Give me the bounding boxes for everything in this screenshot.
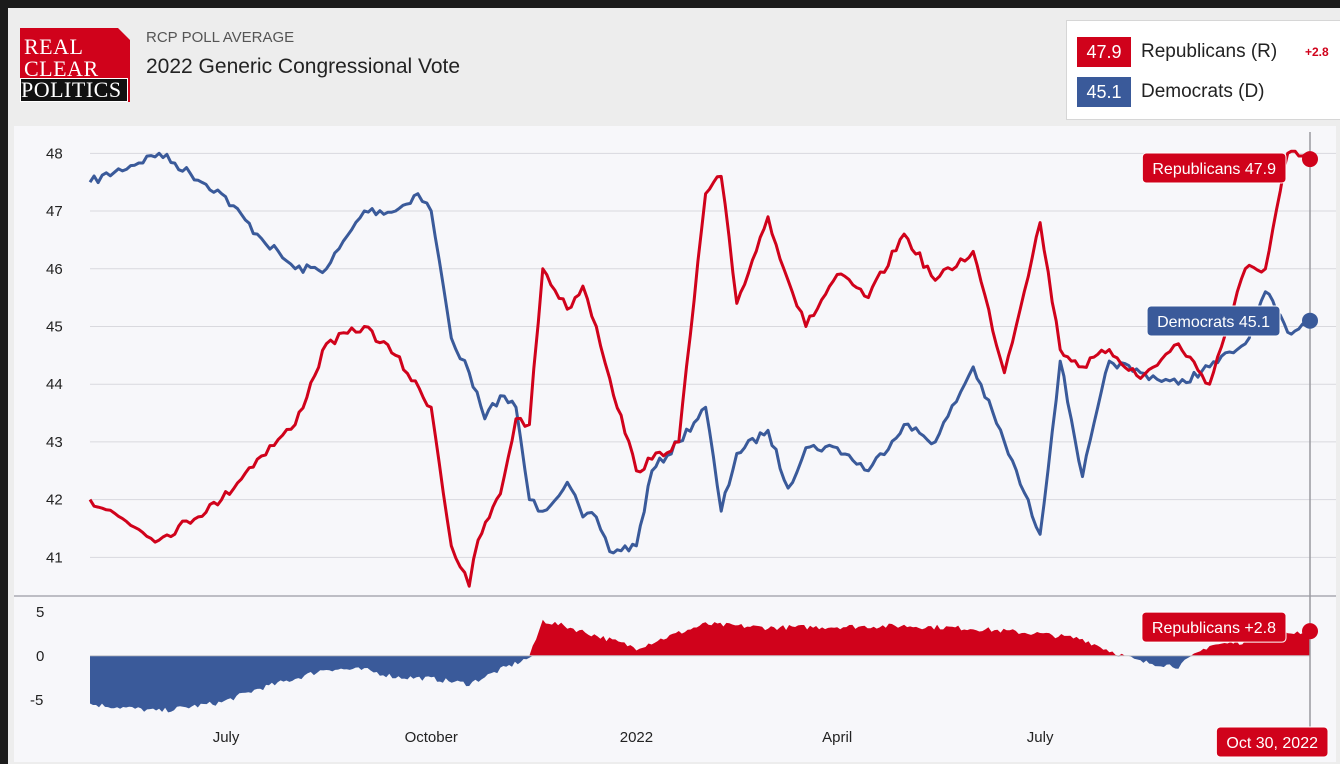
spread-area-republicans — [90, 619, 1310, 656]
y-tick-label: 48 — [46, 145, 63, 162]
logo-line-1: REAL — [24, 34, 84, 59]
date-callout: Oct 30, 2022 — [1215, 726, 1329, 758]
legend-dem-name: Democrats (D) — [1141, 81, 1265, 102]
date-callout-text: Oct 30, 2022 — [1226, 735, 1318, 752]
x-tick-label: July — [213, 729, 240, 746]
democrats-end-dot — [1302, 312, 1318, 329]
rcp-logo[interactable]: REAL CLEAR POLITICS — [20, 28, 130, 102]
legend-rep-change: +2.8 — [1305, 45, 1329, 59]
x-tick-label: 2022 — [620, 729, 653, 746]
chart-kicker: RCP POLL AVERAGE — [146, 29, 295, 46]
y-tick-label: 46 — [46, 261, 63, 278]
republicans-callout-box — [1141, 152, 1287, 184]
republicans-end-dot — [1302, 151, 1318, 168]
republicans-callout: Republicans 47.9 — [1141, 152, 1287, 184]
plot-area[interactable]: 48 47 46 45 44 43 42 41 5 0 -5 July October 2022 April… — [14, 126, 1336, 762]
legend: 47.9 Republicans (R) +2.8 45.1 Democrats… — [1066, 20, 1340, 120]
democrats-callout-text: Democrats 45.1 — [1157, 314, 1270, 331]
republicans-line — [88, 149, 1312, 588]
logo-line-2: CLEAR — [24, 56, 99, 81]
y-tick-label: 45 — [46, 318, 63, 335]
legend-rep-value: 47.9 — [1077, 37, 1131, 67]
y-tick-label: 44 — [46, 376, 63, 393]
spread-callout-box — [1141, 611, 1287, 643]
spread-tick-label: 0 — [36, 648, 44, 665]
date-callout-box — [1215, 726, 1329, 758]
democrats-line — [88, 151, 1312, 555]
chart-frame: REAL CLEAR POLITICS RCP POLL AVERAGE 202… — [8, 8, 1340, 764]
spread-end-dot — [1302, 623, 1318, 640]
legend-rep-name: Republicans (R) — [1141, 41, 1278, 62]
republicans-callout-text: Republicans 47.9 — [1152, 161, 1276, 178]
x-tick-label: April — [822, 729, 852, 746]
spread-area-democrats — [90, 655, 1310, 713]
x-tick-label: October — [405, 729, 458, 746]
spread-callout: Republicans +2.8 — [1141, 611, 1287, 643]
y-tick-label: 43 — [46, 434, 63, 451]
logo-corner-fold — [118, 28, 130, 40]
logo-line-3: POLITICS — [20, 78, 128, 102]
x-tick-label: July — [1027, 729, 1054, 746]
chart-svg: 48 47 46 45 44 43 42 41 5 0 -5 July October 2022 April… — [14, 132, 1336, 758]
democrats-callout-box — [1146, 305, 1281, 337]
y-tick-label: 42 — [46, 492, 63, 509]
spread-tick-label: 5 — [36, 604, 44, 621]
chart-title: 2022 Generic Congressional Vote — [146, 55, 461, 78]
spread-tick-label: -5 — [30, 692, 43, 709]
callouts: Republicans 47.9 Democrats 45.1 Republican… — [1141, 152, 1329, 758]
spread-callout-text: Republicans +2.8 — [1152, 620, 1276, 637]
y-tick-label: 41 — [46, 549, 63, 566]
tick-labels: 48 47 46 45 44 43 42 41 5 0 -5 July October 2022 April… — [30, 145, 1054, 746]
hover-marker — [1302, 132, 1318, 730]
legend-dem-value: 45.1 — [1077, 77, 1131, 107]
series-lines — [88, 149, 1312, 713]
y-tick-label: 47 — [46, 203, 63, 220]
democrats-callout: Democrats 45.1 — [1146, 305, 1281, 337]
